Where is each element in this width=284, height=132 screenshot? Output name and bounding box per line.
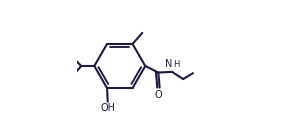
- Text: H: H: [173, 60, 179, 69]
- Text: O: O: [155, 89, 162, 100]
- Text: OH: OH: [100, 103, 115, 113]
- Text: N: N: [165, 59, 172, 69]
